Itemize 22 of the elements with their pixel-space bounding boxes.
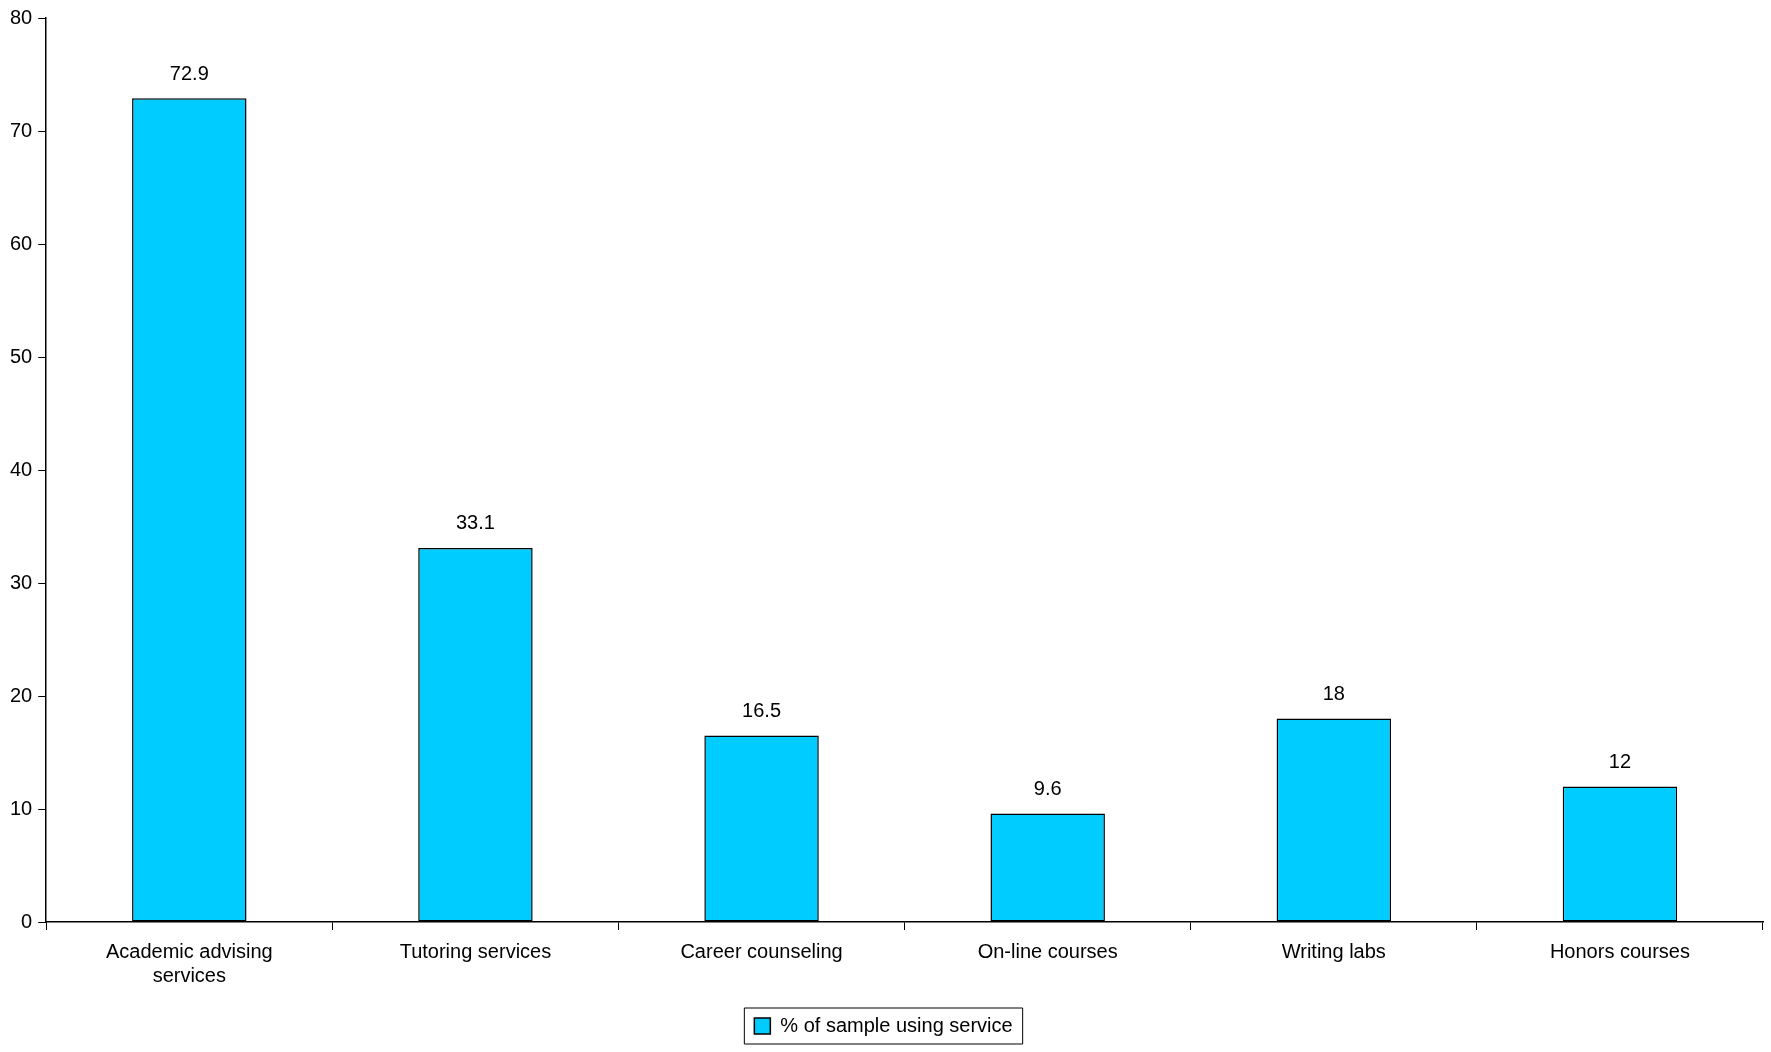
- data-label: 33.1: [455, 511, 495, 534]
- y-tick-label: 40: [10, 457, 33, 480]
- y-tick-label: 0: [21, 909, 33, 932]
- x-tick-label: Tutoring services: [399, 939, 552, 962]
- data-label: 16.5: [742, 699, 782, 722]
- data-label: 9.6: [1033, 777, 1062, 800]
- legend-label: % of sample using service: [780, 1013, 1013, 1036]
- data-label: 12: [1608, 749, 1632, 772]
- y-tick-label: 50: [10, 344, 33, 367]
- data-label: 18: [1322, 682, 1345, 705]
- y-tick-label: 60: [10, 231, 33, 254]
- y-tick-label: 70: [10, 118, 33, 141]
- x-tick-label: Honors courses: [1549, 939, 1690, 962]
- x-tick-label: Career counseling: [680, 939, 843, 962]
- x-tick-label: Writing labs: [1281, 939, 1386, 962]
- y-tick-label: 10: [10, 796, 33, 819]
- y-tick-label: 80: [10, 5, 33, 28]
- x-tick-label: Academic advising services: [105, 939, 273, 986]
- y-tick-label: 20: [10, 683, 33, 706]
- x-tick-label: On-line courses: [977, 939, 1118, 962]
- data-label: 72.9: [169, 61, 209, 84]
- y-tick-label: 30: [10, 570, 33, 593]
